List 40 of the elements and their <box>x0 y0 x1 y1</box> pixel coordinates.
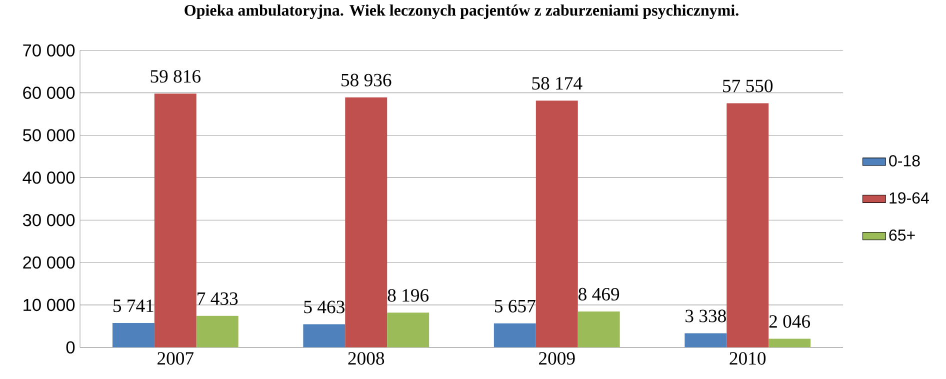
bar <box>154 93 196 348</box>
chart-title: Opieka ambulatoryjna. Wiek leczonych pacjentów z zaburzeniami psychicznymi. <box>184 4 738 19</box>
y-tick-label: 20 000 <box>23 256 75 268</box>
data-label: 58 936 <box>342 74 392 86</box>
legend-label: 65+ <box>889 229 915 241</box>
x-tick-label: 2009 <box>539 352 575 364</box>
data-label: 5 741 <box>114 299 154 312</box>
data-label: 8 196 <box>388 288 429 302</box>
x-tick-label: 2010 <box>730 352 766 364</box>
data-label: 59 816 <box>150 70 200 82</box>
y-tick-label: 0 <box>66 341 75 354</box>
bar <box>726 103 769 348</box>
bar <box>494 323 536 348</box>
y-tick-label: 70 000 <box>23 44 75 56</box>
bar <box>578 311 620 348</box>
x-tick-label: 2007 <box>158 352 194 364</box>
y-tick-label: 60 000 <box>23 86 75 99</box>
bar <box>196 316 238 348</box>
y-tick-label: 40 000 <box>22 171 75 184</box>
data-label: 3 338 <box>686 309 726 322</box>
legend-label: 19-64 <box>890 192 929 204</box>
data-label: 7 433 <box>198 292 238 305</box>
y-tick-label: 10 000 <box>24 298 75 311</box>
x-tick-label: 2008 <box>348 352 384 364</box>
bar <box>387 312 430 348</box>
legend-label: 0-18 <box>889 154 920 166</box>
y-tick-label: 50 000 <box>22 128 75 142</box>
data-label: 5 463 <box>304 300 344 314</box>
bar <box>112 322 154 348</box>
bar <box>768 338 811 348</box>
data-label: 58 174 <box>532 76 582 90</box>
data-label: 8 469 <box>578 288 620 300</box>
bar <box>536 100 578 348</box>
data-label: 2 046 <box>769 314 810 328</box>
bar <box>345 97 388 348</box>
data-label: 5 657 <box>495 300 536 312</box>
y-tick-label: 30 000 <box>22 214 75 226</box>
bar <box>303 324 346 348</box>
bar <box>684 333 727 348</box>
data-label: 57 550 <box>723 79 773 92</box>
